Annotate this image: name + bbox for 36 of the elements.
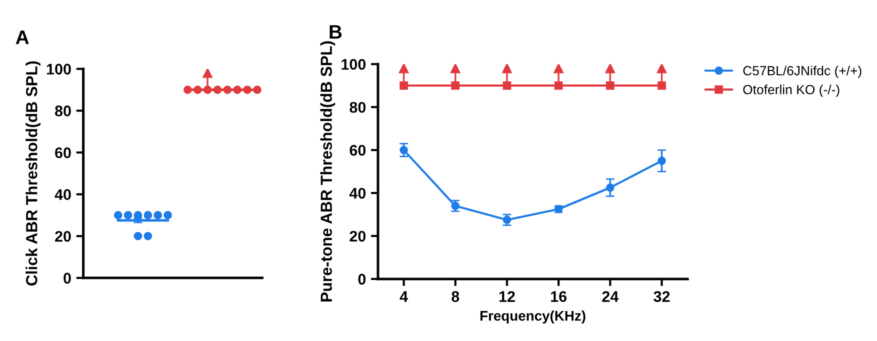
y-tick-label: 80 — [55, 106, 71, 116]
legend-label: Otoferlin KO (-/-) — [743, 84, 840, 97]
x-tick-label: 32 — [654, 291, 670, 302]
y-tick-label: 20 — [55, 230, 71, 242]
y-tick-label: 20 — [350, 230, 366, 242]
x-axis-title: Frequency(KHz) — [480, 310, 586, 324]
point — [124, 211, 132, 220]
point — [134, 232, 142, 240]
point — [144, 232, 152, 240]
point — [114, 211, 122, 220]
point — [451, 81, 460, 90]
chart-title: B — [330, 25, 342, 39]
point — [164, 211, 172, 220]
point — [400, 81, 408, 90]
y-tick-label: 60 — [55, 147, 71, 158]
y-tick-label: 40 — [349, 188, 366, 199]
legend-label: C57BL/6JNifdc (+/+) — [743, 66, 862, 78]
point — [144, 211, 152, 220]
point — [606, 81, 614, 90]
chart-title: A — [16, 30, 29, 44]
x-tick-label: 12 — [499, 291, 515, 302]
y-tick-label: 80 — [350, 102, 366, 113]
y-tick-label: 100 — [342, 58, 366, 70]
y-tick-label: 0 — [64, 272, 71, 284]
y-tick-label: 60 — [350, 144, 366, 156]
y-axis-title: Click ABR Threshold(dB SPL) — [26, 61, 40, 286]
point — [154, 211, 162, 220]
x-tick-label: 16 — [551, 291, 567, 302]
x-tick-label: 4 — [400, 291, 408, 302]
point — [658, 81, 666, 90]
x-tick-label: 8 — [452, 291, 460, 302]
y-tick-label: 40 — [54, 189, 71, 200]
x-tick-label: 24 — [602, 291, 619, 302]
y-axis-title: Pure-tone ABR Threshold(dB SPL) — [320, 41, 336, 302]
y-tick-label: 0 — [358, 274, 366, 285]
y-tick-label: 100 — [46, 64, 71, 75]
